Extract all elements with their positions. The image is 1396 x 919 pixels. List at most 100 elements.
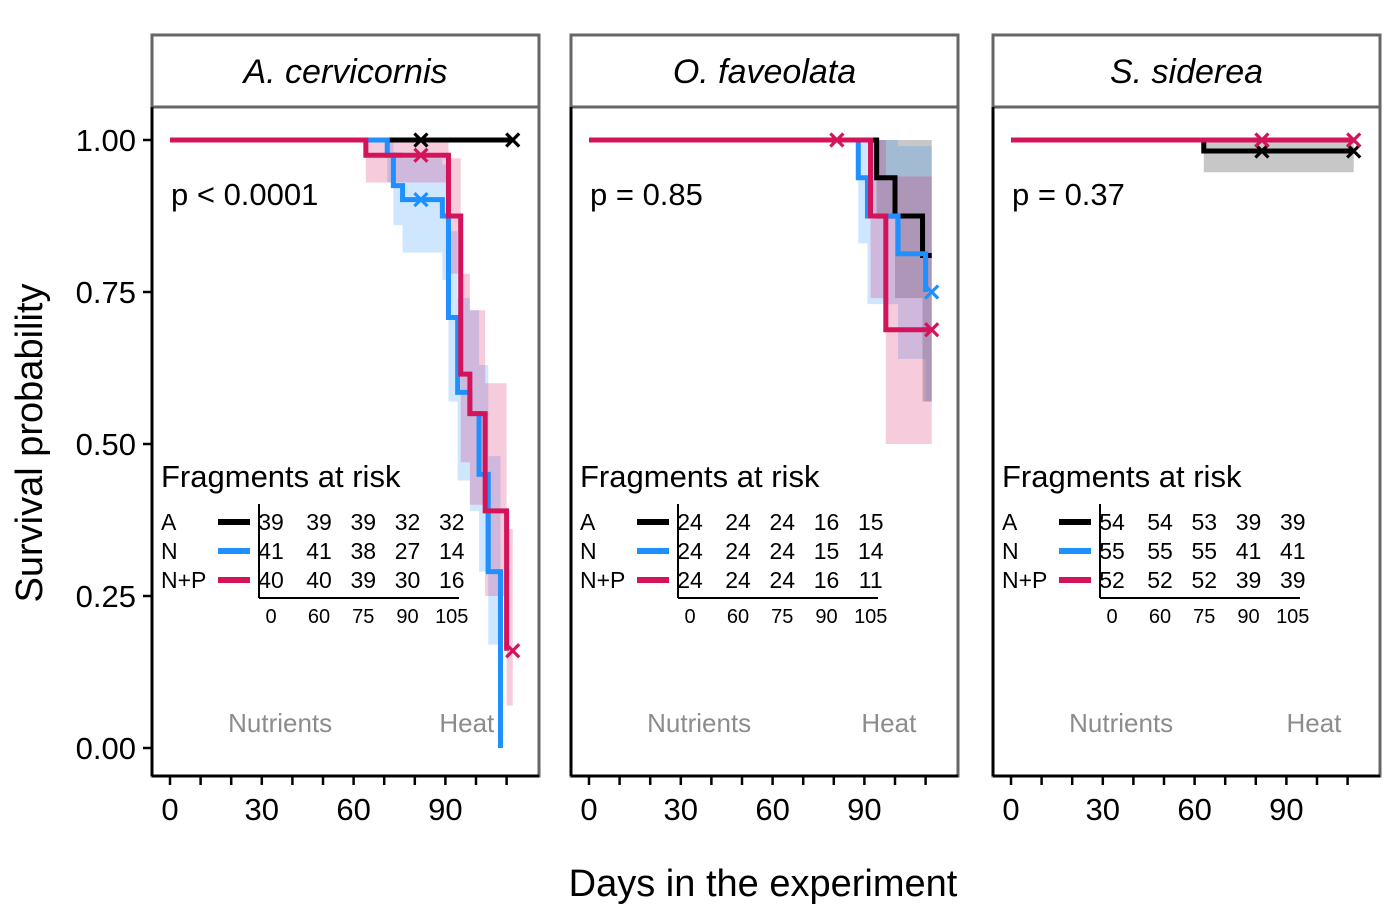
censor-mark: [505, 643, 521, 659]
phase-label: Heat: [1286, 708, 1342, 738]
x-tick-label: 0: [161, 792, 178, 827]
risk-count: 52: [1099, 567, 1125, 593]
panel-1: A. cervicornis 0 30 60 90 p < 0.0001 Nutrients…: [150, 33, 541, 827]
risk-count: 24: [769, 567, 795, 593]
risk-count: 39: [306, 509, 332, 535]
y-tick-label: 0.50: [76, 427, 136, 462]
risk-count: 16: [439, 567, 465, 593]
y-tick-label: 1.00: [76, 123, 136, 158]
risk-time-label: 105: [1276, 606, 1309, 628]
risk-count: 39: [258, 509, 284, 535]
x-tick-label: 0: [1002, 792, 1019, 827]
risk-count: 27: [395, 538, 421, 564]
risk-count: 15: [814, 538, 840, 564]
risk-count: 41: [258, 538, 284, 564]
x-tick-label: 30: [1086, 792, 1120, 827]
risk-count: 55: [1099, 538, 1125, 564]
risk-table-title: Fragments at risk: [1002, 459, 1242, 494]
risk-count: 39: [350, 567, 376, 593]
risk-count: 55: [1191, 538, 1217, 564]
risk-group-label: A: [161, 509, 177, 535]
risk-count: 14: [858, 538, 884, 564]
phase-label: Nutrients: [647, 708, 751, 738]
risk-count: 24: [725, 538, 751, 564]
risk-time-label: 0: [1106, 606, 1117, 628]
risk-time-label: 105: [854, 606, 887, 628]
risk-time-label: 90: [1237, 606, 1259, 628]
censor-mark: [413, 132, 429, 148]
risk-count: 40: [306, 567, 332, 593]
risk-time-label: 60: [1149, 606, 1171, 628]
panel-2: O. faveolata 0 30 60 90 p = 0.85 Nutrients Heat…: [569, 33, 960, 827]
censor-mark: [1346, 132, 1362, 148]
risk-time-label: 90: [815, 606, 837, 628]
risk-count: 24: [677, 567, 703, 593]
risk-count: 38: [350, 538, 376, 564]
x-tick-label: 30: [245, 792, 279, 827]
panel-title: S. siderea: [1110, 53, 1263, 91]
risk-count: 32: [395, 509, 421, 535]
risk-group-label: N: [1002, 538, 1019, 564]
risk-count: 41: [306, 538, 332, 564]
y-axis-title: Survival probability: [9, 284, 51, 603]
risk-time-label: 105: [435, 606, 468, 628]
censor-mark: [413, 147, 429, 163]
x-tick-label: 90: [1269, 792, 1303, 827]
panel-title: O. faveolata: [673, 53, 856, 91]
risk-time-label: 75: [771, 606, 793, 628]
survival-curve-N: [589, 137, 929, 292]
risk-count: 24: [725, 567, 751, 593]
x-axis-title: Days in the experiment: [569, 863, 958, 905]
y-tick-label: 0.25: [76, 579, 136, 614]
censor-mark: [413, 191, 429, 208]
risk-count: 15: [858, 509, 884, 535]
x-tick-label: 60: [336, 792, 370, 827]
risk-count: 39: [1280, 509, 1306, 535]
risk-count: 16: [814, 567, 840, 593]
risk-count: 30: [395, 567, 421, 593]
survival-curve-NpP: [170, 137, 510, 651]
confidence-band-NpP: [589, 140, 932, 444]
p-value: p = 0.37: [1012, 177, 1125, 212]
risk-count: 24: [769, 538, 795, 564]
risk-group-label: N+P: [161, 567, 206, 593]
p-value: p = 0.85: [590, 177, 703, 212]
censor-mark: [924, 322, 940, 338]
risk-count: 24: [725, 509, 751, 535]
phase-label: Heat: [861, 708, 917, 738]
risk-group-label: N+P: [1002, 567, 1047, 593]
risk-count: 39: [1236, 567, 1262, 593]
risk-time-label: 0: [684, 606, 695, 628]
y-tick-label: 0.00: [76, 731, 136, 766]
risk-count: 53: [1191, 509, 1217, 535]
risk-time-label: 75: [352, 606, 374, 628]
risk-count: 55: [1147, 538, 1173, 564]
risk-count: 41: [1236, 538, 1262, 564]
survival-curve-NpP: [589, 137, 932, 333]
confidence-band-N: [589, 140, 932, 402]
risk-time-label: 75: [1193, 606, 1215, 628]
risk-count: 24: [769, 509, 795, 535]
risk-group-label: A: [1002, 509, 1018, 535]
panel-strip: [150, 33, 541, 109]
risk-count: 24: [677, 509, 703, 535]
censor-mark: [924, 284, 940, 300]
phase-label: Nutrients: [228, 708, 332, 738]
censor-mark: [505, 132, 521, 148]
censor-mark: [829, 132, 845, 148]
risk-count: 54: [1099, 509, 1125, 535]
y-tick-label: 0.75: [76, 275, 136, 310]
risk-count: 54: [1147, 509, 1173, 535]
risk-count: 14: [439, 538, 465, 564]
x-tick-label: 60: [1177, 792, 1211, 827]
phase-label: Nutrients: [1069, 708, 1173, 738]
survival-curve-N: [170, 137, 503, 748]
risk-table-title: Fragments at risk: [161, 459, 401, 494]
panel-3: S. siderea 0 30 60 90 p = 0.37 Nutrients Heat Fr…: [991, 33, 1382, 827]
risk-time-label: 0: [265, 606, 276, 628]
risk-group-label: A: [580, 509, 596, 535]
risk-count: 41: [1280, 538, 1306, 564]
p-value: p < 0.0001: [171, 177, 318, 212]
panels: 1.00 0.75 0.50 0.25 0.00 A. cervicornis 0 30 60 9…: [76, 33, 1382, 827]
risk-count: 40: [258, 567, 284, 593]
